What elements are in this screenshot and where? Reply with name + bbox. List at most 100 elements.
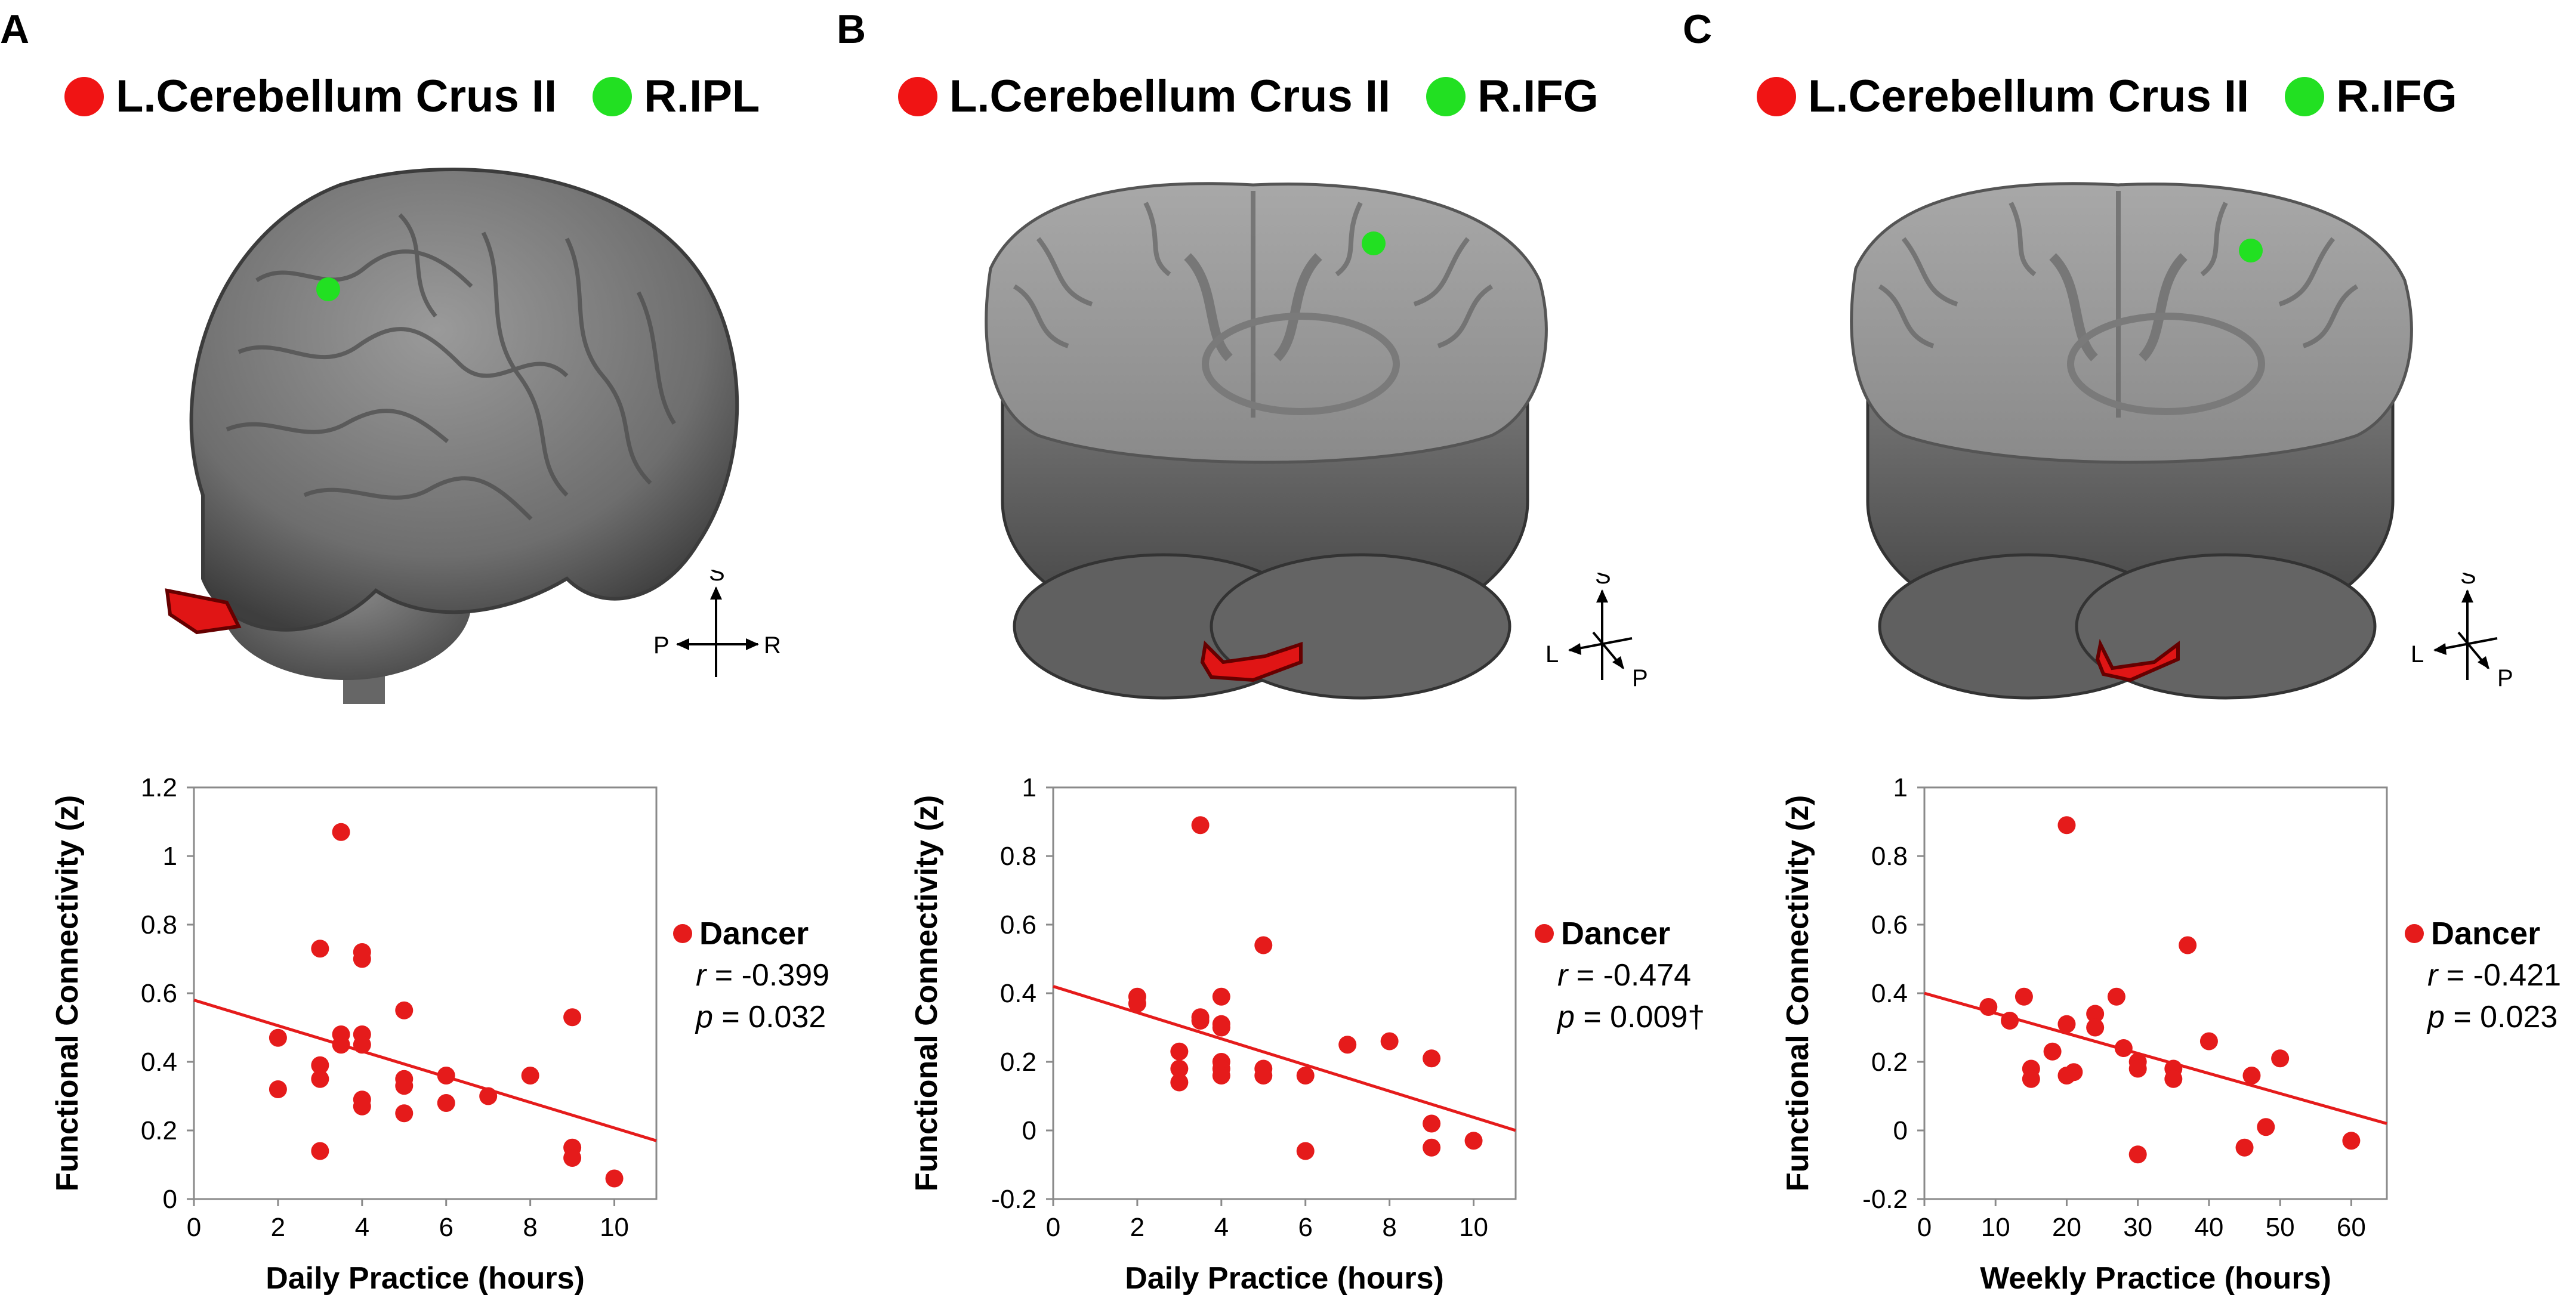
y-tick-label: -0.2: [1862, 1185, 1908, 1214]
data-point: [1380, 1032, 1399, 1051]
data-point: [1212, 987, 1230, 1006]
data-point: [2257, 1118, 2275, 1136]
data-point: [395, 1001, 414, 1019]
data-point: [1464, 1132, 1483, 1150]
y-tick-label: 0.4: [1871, 979, 1908, 1008]
dancer-marker-icon: [1535, 924, 1554, 943]
data-point: [1170, 1073, 1189, 1092]
y-tick-label: 0.2: [1871, 1048, 1908, 1077]
data-point: [395, 1104, 414, 1123]
legend-region2-label: R.IFG: [2336, 71, 2457, 122]
orientation-indicator-a: S P R: [653, 570, 781, 677]
r-symbol: r: [696, 958, 707, 993]
data-point: [311, 1056, 329, 1074]
data-point: [2057, 816, 2076, 835]
x-tick-label: 20: [2052, 1213, 2081, 1242]
data-point: [2242, 1067, 2261, 1085]
y-tick-label: 0.8: [1000, 842, 1036, 871]
ifg-roi-marker: [1362, 231, 1386, 255]
data-point: [1296, 1142, 1315, 1160]
data-point: [1191, 816, 1210, 835]
cerebellum-roi-marker: [165, 588, 242, 635]
y-tick-label: 0: [1893, 1116, 1908, 1145]
x-tick-label: 10: [600, 1213, 629, 1242]
orientation-indicator-c: S L P: [2411, 573, 2513, 691]
x-tick-label: 6: [1298, 1213, 1312, 1242]
data-point: [563, 1008, 582, 1027]
y-axis-title: Functional Connectivity (z): [1781, 795, 1815, 1191]
y-tick-label: 0.6: [1871, 910, 1908, 940]
x-tick-label: 8: [523, 1213, 537, 1242]
data-point: [1212, 1067, 1230, 1085]
data-point: [2022, 1070, 2040, 1088]
trend-line: [193, 999, 657, 1142]
x-tick-label: 6: [439, 1213, 453, 1242]
x-tick-label: 0: [1046, 1213, 1060, 1242]
data-point: [332, 823, 350, 841]
p-symbol: p: [1557, 1000, 1575, 1034]
x-axis-title: Daily Practice (hours): [1125, 1261, 1444, 1296]
x-tick-label: 40: [2194, 1213, 2223, 1242]
data-point: [563, 1149, 582, 1167]
orient-label-p: P: [2497, 665, 2513, 691]
orient-label-s: S: [1595, 573, 1611, 589]
series-legend-label: Dancer: [699, 916, 809, 951]
data-point: [1254, 936, 1273, 954]
data-point: [437, 1094, 455, 1112]
x-tick-label: 0: [1917, 1213, 1932, 1242]
data-point: [2086, 1018, 2105, 1037]
data-point: [479, 1087, 498, 1105]
data-point: [2107, 987, 2125, 1006]
orientation-indicator-b: S L P: [1545, 573, 1648, 691]
gyri-lines: [226, 213, 676, 521]
y-tick-label: 0.2: [141, 1116, 177, 1145]
data-point: [311, 940, 329, 958]
r-symbol: r: [1557, 958, 1568, 993]
x-tick-label: 10: [1981, 1213, 2010, 1242]
legend-region1-label: L.Cerebellum Crus II: [949, 71, 1391, 122]
data-point: [353, 1097, 371, 1116]
slice-sulci-lines: [1878, 191, 2359, 418]
stats-block-b: Dancer r = -0.474 p = 0.009†: [1535, 913, 1705, 1038]
slice-sulci-lines: [1013, 191, 1494, 418]
r-symbol: r: [2427, 958, 2438, 993]
y-tick-label: 1: [1022, 773, 1036, 802]
x-tick-label: 0: [187, 1213, 201, 1242]
data-point: [311, 1142, 329, 1160]
y-tick-label: 0.6: [1000, 910, 1036, 940]
y-tick-label: 0.4: [1000, 979, 1036, 1008]
legend-panel-c: L.Cerebellum Crus II R.IFG: [1757, 70, 2457, 122]
data-point: [332, 1036, 350, 1054]
legend-region1-label: L.Cerebellum Crus II: [1808, 71, 2250, 122]
data-point: [2128, 1059, 2147, 1078]
y-tick-label: 0.8: [141, 910, 177, 940]
x-axis-title: Weekly Practice (hours): [1980, 1261, 2331, 1296]
y-tick-label: 1: [163, 842, 177, 871]
data-point: [1338, 1036, 1357, 1054]
data-point: [1979, 998, 1998, 1016]
data-point: [1254, 1067, 1273, 1085]
data-point: [2065, 1063, 2083, 1082]
data-point: [2164, 1070, 2183, 1088]
data-point: [1128, 994, 1146, 1013]
data-point: [1191, 1012, 1210, 1030]
p-symbol: p: [696, 1000, 713, 1034]
series-legend-label: Dancer: [2431, 916, 2541, 951]
data-point: [1423, 1138, 1441, 1157]
brain-cutaway-render-b: [985, 182, 1548, 700]
green-roi-marker-icon: [1426, 76, 1466, 116]
panel-letter-c: C: [1683, 7, 1713, 52]
y-tick-label: 0.4: [141, 1048, 177, 1077]
x-tick-label: 4: [1214, 1213, 1229, 1242]
plot-frame: [1923, 786, 2388, 1200]
data-point: [269, 1028, 287, 1047]
red-roi-marker-icon: [64, 76, 104, 116]
x-tick-label: 2: [1130, 1213, 1144, 1242]
green-roi-marker-icon: [2285, 76, 2325, 116]
legend-region2-label: R.IPL: [644, 71, 760, 122]
ipl-roi-marker: [316, 277, 340, 301]
orient-label-l: L: [2411, 641, 2424, 668]
orient-label-s: S: [2460, 573, 2476, 589]
